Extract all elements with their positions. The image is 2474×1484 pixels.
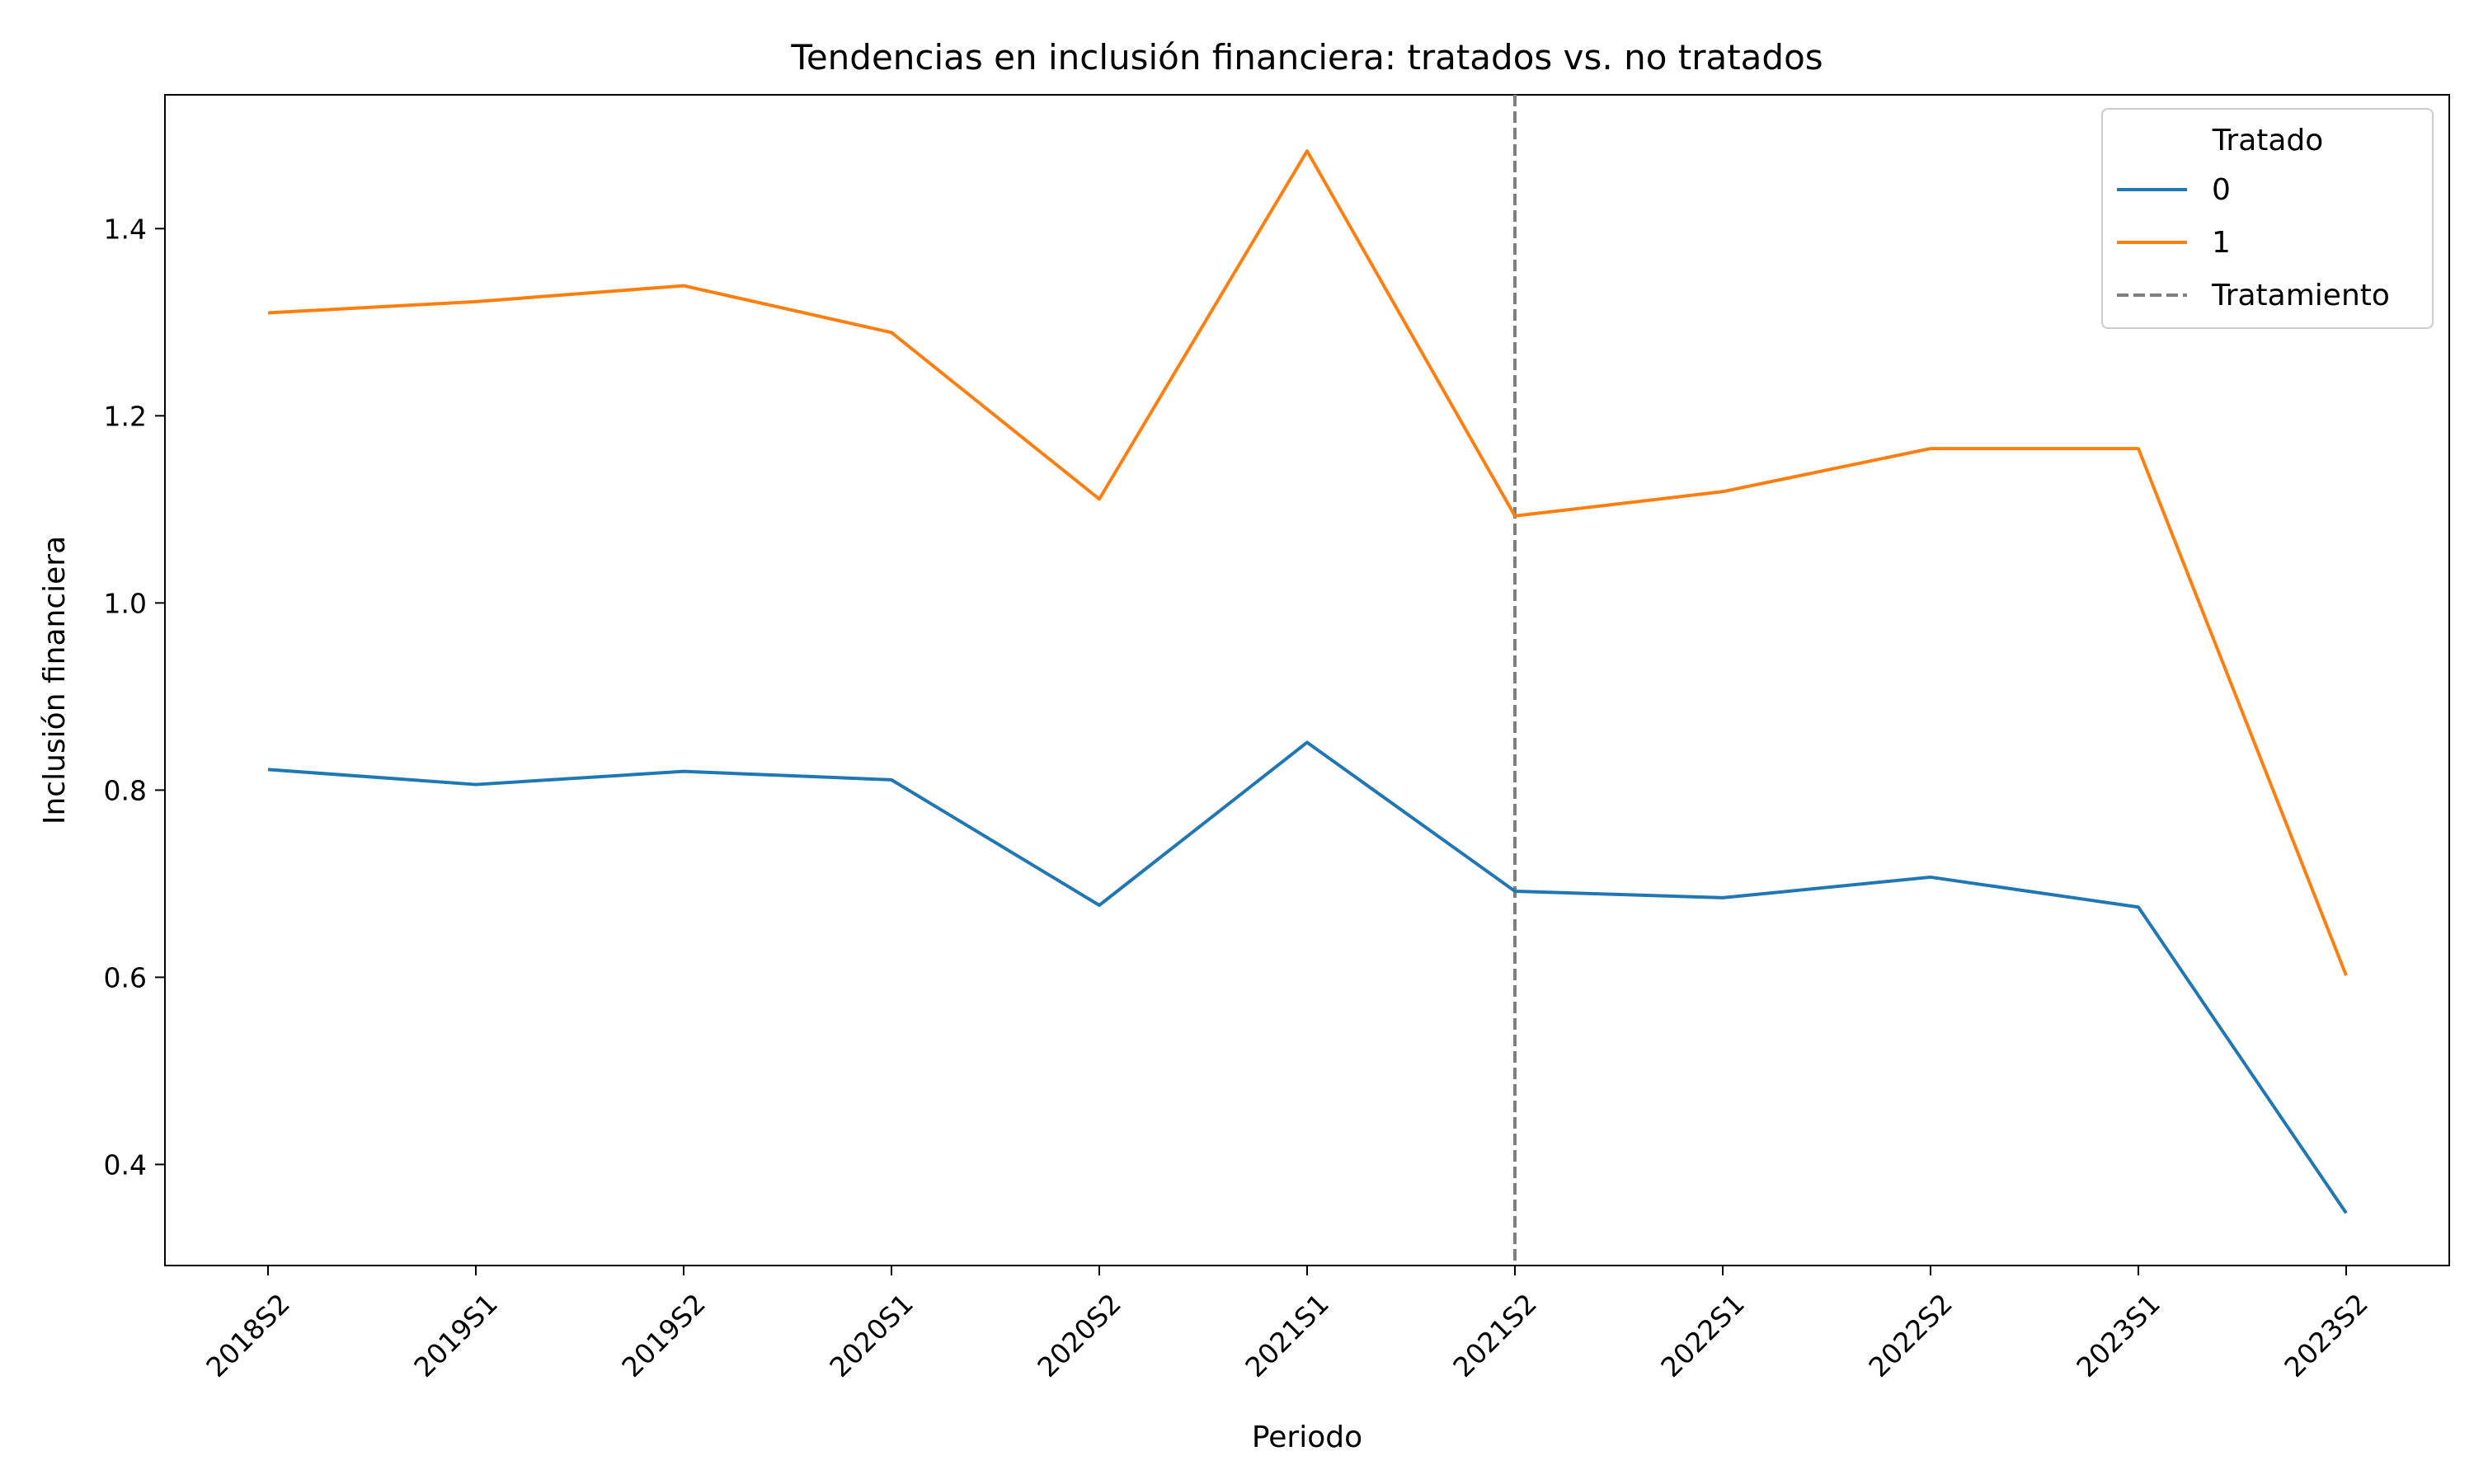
x-axis-label: Periodo <box>1252 1421 1362 1454</box>
legend-label-treatment: Tratamiento <box>2211 279 2390 312</box>
y-tick-label: 1.0 <box>104 587 147 619</box>
series-line-1 <box>267 149 2348 976</box>
y-tick-label: 0.8 <box>104 774 147 806</box>
y-tick-label: 0.4 <box>104 1148 147 1181</box>
y-axis-label: Inclusión financiera <box>38 536 72 824</box>
legend-label-1: 1 <box>2212 226 2231 260</box>
series-layer <box>267 149 2348 1214</box>
chart-title: Tendencias en inclusión financiera: trat… <box>790 37 1823 77</box>
y-axis: 0.4 0.6 0.8 1.0 1.2 1.4 <box>104 213 165 1181</box>
y-tick-label: 0.6 <box>104 961 147 993</box>
y-tick-label: 1.4 <box>104 213 147 245</box>
series-line-0 <box>267 740 2348 1214</box>
y-tick-label: 1.2 <box>104 400 147 432</box>
legend: Tratado 0 1 Tratamiento <box>2101 108 2434 329</box>
legend-label-0: 0 <box>2212 173 2231 207</box>
legend-title: Tratado <box>2212 124 2324 157</box>
legend-box <box>2101 108 2434 329</box>
